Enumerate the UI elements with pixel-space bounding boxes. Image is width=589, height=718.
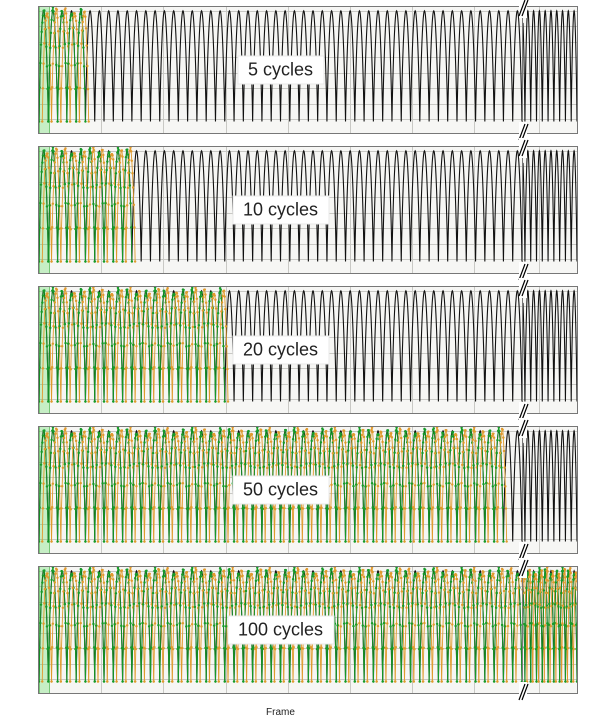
cycles-label: 10 cycles bbox=[232, 196, 329, 225]
axis-break-icon bbox=[517, 682, 529, 702]
cycles-label: 100 cycles bbox=[227, 616, 334, 645]
figure-root: 2004006008001000120014001600Pixel5 cycle… bbox=[0, 0, 589, 715]
plot-main: 2004006008001000120014001600Pixel5 cycle… bbox=[38, 6, 523, 134]
axis-break-icon bbox=[517, 418, 529, 438]
overlay-layer bbox=[523, 567, 577, 693]
plot-main: 2004006008001000120014001600Pixel10 cycl… bbox=[38, 146, 523, 274]
panel: 20040060080010001200140016000200400600Pi… bbox=[38, 566, 578, 694]
plot-main: 2004006008001000120014001600Pixel50 cycl… bbox=[38, 426, 523, 554]
axis-break-icon bbox=[517, 278, 529, 298]
axis-break-icon bbox=[517, 138, 529, 158]
waveform-layer bbox=[523, 287, 577, 413]
cycles-label: 20 cycles bbox=[232, 336, 329, 365]
panel: 2004006008001000120014001600Pixel20 cycl… bbox=[38, 286, 578, 414]
plot-tail: 1400 bbox=[523, 566, 578, 694]
plot-main: 2004006008001000120014001600Pixel20 cycl… bbox=[38, 286, 523, 414]
plot-tail bbox=[523, 6, 578, 134]
waveform-layer bbox=[523, 427, 577, 553]
waveform-layer bbox=[523, 147, 577, 273]
panel: 2004006008001000120014001600Pixel10 cycl… bbox=[38, 146, 578, 274]
waveform-layer bbox=[523, 7, 577, 133]
cycles-label: 50 cycles bbox=[232, 476, 329, 505]
plot-tail bbox=[523, 426, 578, 554]
x-axis-label: Frame bbox=[266, 707, 295, 718]
panel: 2004006008001000120014001600Pixel5 cycle… bbox=[38, 6, 578, 134]
cycles-label: 5 cycles bbox=[237, 56, 324, 85]
plot-main: 20040060080010001200140016000200400600Pi… bbox=[38, 566, 523, 694]
axis-break-icon bbox=[517, 0, 529, 18]
panel: 2004006008001000120014001600Pixel50 cycl… bbox=[38, 426, 578, 554]
plot-tail bbox=[523, 286, 578, 414]
plot-tail bbox=[523, 146, 578, 274]
axis-break-icon bbox=[517, 558, 529, 578]
